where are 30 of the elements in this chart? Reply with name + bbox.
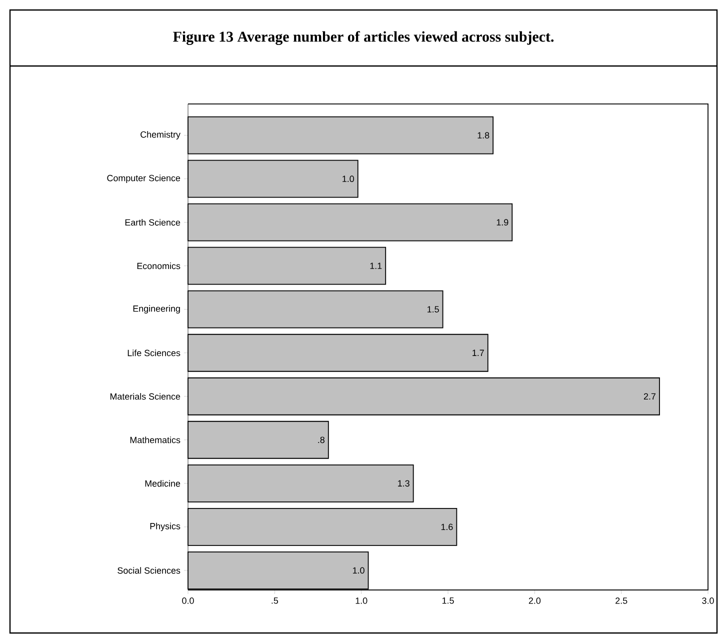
data-label: 1.1 — [370, 262, 382, 269]
x-tick-label: 1.5 — [442, 598, 454, 604]
x-tick-label: 2.5 — [616, 598, 628, 604]
data-label: 1.3 — [398, 480, 410, 487]
y-tick-label: Physics — [150, 522, 180, 532]
y-tick-label: Earth Science — [125, 219, 180, 226]
x-tick-label: 0.0 — [182, 598, 194, 604]
x-tick-label: 2.0 — [528, 598, 541, 604]
data-label: 1.5 — [428, 306, 439, 312]
y-tick-label: Materials Science — [110, 393, 180, 400]
y-tick-label: Social Sciences — [118, 567, 180, 574]
data-label: .8 — [318, 436, 324, 444]
y-tick-label: Medicine — [145, 480, 180, 487]
data-label: 1.7 — [472, 350, 484, 356]
data-label: 1.6 — [441, 524, 453, 530]
y-tick-label: Computer Science — [107, 174, 180, 183]
y-tick-label: Economics — [137, 262, 180, 270]
data-label: 1.8 — [478, 132, 490, 138]
data-label: 1.0 — [352, 567, 364, 574]
data-label: 1.9 — [496, 219, 508, 226]
y-tick-label: Life Sciences — [128, 350, 180, 356]
y-tick-label: Engineering — [133, 305, 180, 314]
data-label: 1.0 — [342, 176, 354, 182]
x-tick-label: 3.0 — [702, 598, 714, 604]
x-tick-label: 1.0 — [356, 598, 368, 604]
y-tick-label: Mathematics — [130, 436, 180, 444]
x-tick-label: .5 — [272, 598, 278, 604]
chart-title: Figure 13 Average number of articles viewed across subject. — [173, 31, 554, 45]
y-tick-label: Chemistry — [140, 131, 180, 140]
data-label: 2.7 — [644, 393, 656, 400]
